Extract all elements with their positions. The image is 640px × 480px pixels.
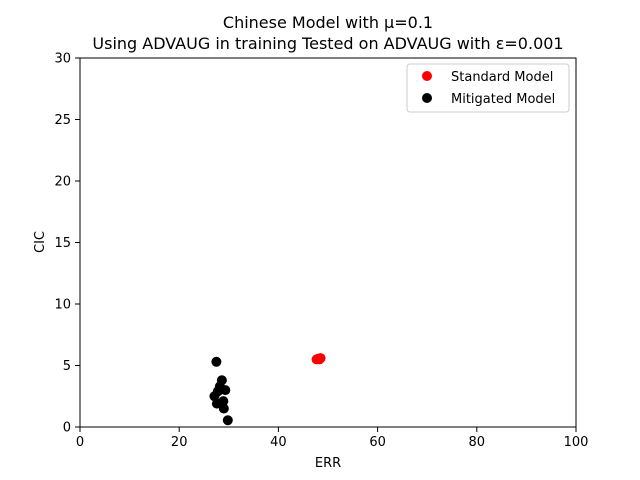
- x-tick-label: 60: [369, 435, 386, 450]
- y-tick-label: 30: [54, 52, 71, 67]
- mitigated-model-point: [222, 415, 233, 426]
- mitigated-model-point: [220, 385, 231, 396]
- mitigated-model-point: [218, 403, 229, 414]
- x-tick-label: 0: [76, 435, 84, 450]
- legend-marker-mitigated: [422, 93, 432, 103]
- legend: Standard Model Mitigated Model: [406, 63, 570, 113]
- y-tick-label: 15: [54, 236, 71, 251]
- legend-box: [406, 63, 570, 113]
- x-tick-label: 80: [469, 435, 486, 450]
- x-tick-label: 100: [564, 435, 589, 450]
- y-tick-label: 25: [54, 113, 71, 128]
- y-tick-label: 20: [54, 175, 71, 190]
- legend-label-mitigated: Mitigated Model: [451, 92, 555, 107]
- x-axis-ticks: 0 20 40 60 80 100: [76, 427, 589, 450]
- mitigated-model-point: [211, 398, 222, 409]
- x-tick-label: 20: [171, 435, 188, 450]
- y-tick-label: 5: [63, 359, 71, 374]
- legend-marker-standard: [422, 71, 432, 81]
- mitigated-model-point: [211, 356, 222, 367]
- y-tick-label: 0: [63, 421, 71, 436]
- x-axis-label: ERR: [315, 456, 341, 471]
- legend-label-standard: Standard Model: [451, 70, 553, 85]
- y-axis-label: CIC: [33, 231, 48, 253]
- chart-title-line1: Chinese Model with μ=0.1: [223, 13, 433, 32]
- y-axis-ticks: 0 5 10 15 20 25 30: [54, 52, 80, 436]
- standard-model-point: [315, 353, 326, 364]
- x-tick-label: 40: [270, 435, 287, 450]
- plot-area: [209, 353, 326, 426]
- chart-title-line2: Using ADVAUG in training Tested on ADVAU…: [92, 34, 563, 53]
- y-tick-label: 10: [54, 298, 71, 313]
